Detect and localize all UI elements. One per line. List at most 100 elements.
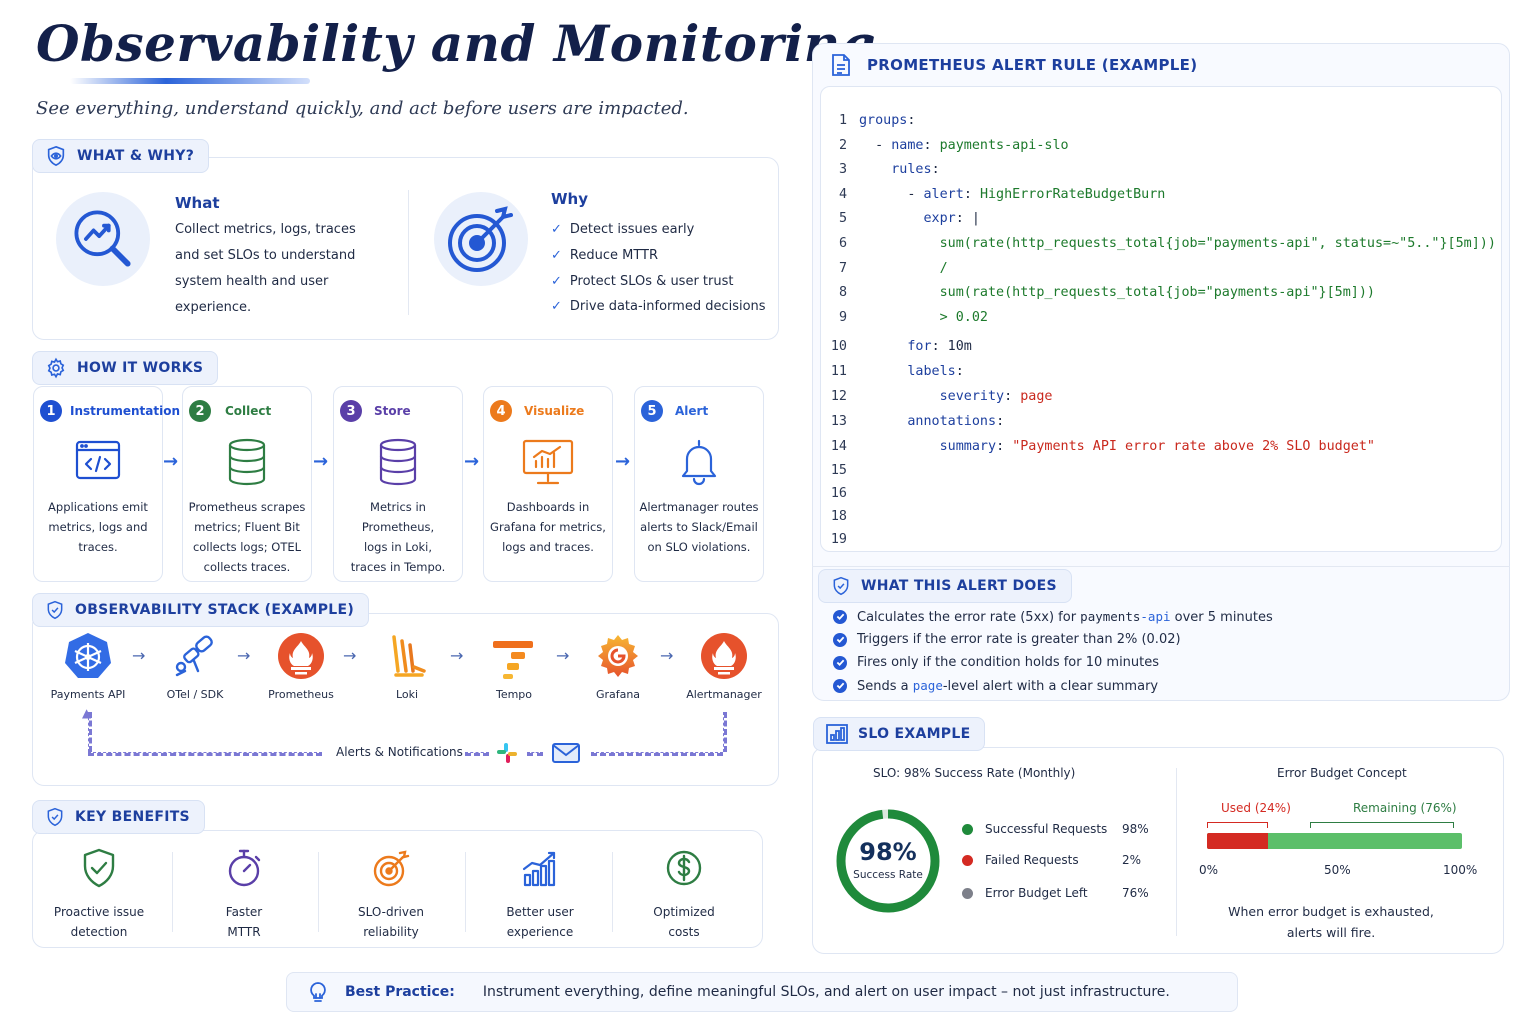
step-line: collects logs; OTEL — [192, 540, 302, 554]
check-circle-icon — [833, 655, 847, 670]
why-item: ✓ Reduce MTTR — [551, 243, 766, 269]
code-token: : — [963, 187, 980, 202]
storage-icon — [334, 437, 462, 487]
alert-does-token: Sends a — [857, 678, 913, 694]
check-circle-icon — [833, 678, 847, 693]
alertmanager-icon — [679, 630, 769, 682]
gauge-arc — [836, 809, 940, 913]
loop-line-left — [88, 712, 92, 752]
step-line: alerts to Slack/Email — [640, 520, 758, 534]
alert-does-token: payments — [1080, 608, 1141, 624]
stack-arrow-icon: → — [660, 646, 674, 665]
database-icon — [183, 437, 311, 487]
prometheus-icon — [256, 630, 346, 682]
bar-growth-icon — [475, 846, 605, 890]
benefit-item: Optimized costs — [619, 846, 749, 942]
code-token — [924, 389, 940, 404]
step-description: Prometheus scrapes metrics; Fluent Bit c… — [187, 497, 307, 577]
benefit-label: Faster MTTR — [179, 902, 309, 942]
code-indent — [859, 389, 924, 404]
benefit-line: MTTR — [227, 925, 261, 939]
what-line: experience. — [175, 300, 252, 315]
check-circle-icon — [833, 632, 847, 647]
benefit-item: Proactive issue detection — [34, 846, 164, 942]
code-token: annotations — [907, 414, 997, 429]
legend-label: Failed Requests — [985, 853, 1079, 867]
loop-arrowhead-icon: ▲ — [82, 706, 92, 720]
shield-check-icon — [833, 576, 849, 596]
code-token: - — [875, 138, 892, 153]
legend-item: Error Budget Left 76% — [962, 886, 1149, 900]
alert-does-divider — [812, 566, 1510, 567]
code-line: 1 groups: — [821, 113, 916, 128]
stack-pill: OBSERVABILITY STACK (EXAMPLE) — [32, 593, 370, 627]
code-indent — [859, 439, 924, 454]
loki-icon — [362, 630, 452, 682]
best-practice-label: Best Practice: — [345, 984, 455, 1000]
line-number: 19 — [830, 532, 847, 547]
step-header: 3 Store — [340, 400, 411, 422]
line-number: 11 — [830, 364, 847, 379]
code-token — [907, 211, 923, 226]
code-line: 10 for: 10m — [821, 339, 972, 354]
line-number: 1 — [838, 113, 847, 128]
code-token: > 0.02 — [923, 310, 988, 325]
benefit-divider — [318, 852, 319, 932]
best-practice-banner: Best Practice: Instrument everything, de… — [286, 972, 1238, 1012]
code-token: groups — [859, 113, 908, 128]
gauge-label: Success Rate — [853, 869, 923, 881]
used-bracket — [1207, 822, 1269, 828]
code-line: 8 sum(rate(http_requests_total{job="paym… — [821, 285, 1375, 300]
code-line: 2 - name: payments-api-slo — [821, 138, 1069, 153]
stack-item-label: OTel / SDK — [166, 688, 224, 701]
code-line: 19 — [821, 532, 859, 547]
alert-does-text: Triggers if the error rate is greater th… — [857, 632, 1181, 647]
legend-value: 76% — [1122, 886, 1149, 900]
analytics-icon-bg — [56, 192, 150, 286]
benefit-line: experience — [506, 925, 574, 939]
benefit-line: reliability — [363, 925, 419, 939]
alert-does-item: Fires only if the condition holds for 10… — [833, 651, 1273, 674]
step-line: Grafana for metrics, — [490, 520, 606, 534]
step-visualize: 4 Visualize Dashboards in Grafana for me… — [483, 386, 613, 582]
stack-item-label: Prometheus — [268, 688, 334, 701]
best-practice-text: Instrument everything, define meaningful… — [482, 984, 1170, 1000]
stack-item-payments-api: Payments API — [43, 630, 133, 701]
code-indent — [859, 236, 924, 251]
benefits-pill: KEY BENEFITS — [32, 800, 205, 834]
dashboard-monitor-icon — [484, 437, 612, 487]
what-line: system health and user — [175, 274, 329, 289]
line-number: 16 — [830, 486, 847, 501]
stack-arrow-icon: → — [237, 646, 251, 665]
line-number: 6 — [838, 236, 847, 251]
stack-pill-label: OBSERVABILITY STACK (EXAMPLE) — [75, 602, 355, 618]
stack-item-alertmanager: Alertmanager — [679, 630, 769, 701]
code-indent — [859, 211, 907, 226]
alert-does-token: over 5 minutes — [1170, 609, 1273, 625]
flow-arrow-icon: → — [464, 451, 480, 472]
stopwatch-icon — [179, 846, 309, 890]
step-line: on SLO violations. — [647, 540, 751, 554]
what-why-pill: WHAT & WHY? — [32, 139, 210, 173]
step-line: Metrics in Prometheus, — [361, 500, 435, 534]
shield-check-icon — [47, 600, 63, 620]
legend-dot — [962, 854, 973, 866]
step-title: Visualize — [524, 404, 585, 418]
code-indent — [859, 138, 875, 153]
code-indent — [859, 310, 924, 325]
check-icon: ✓ — [551, 273, 562, 289]
page-title: Observability and Monitoring — [36, 14, 877, 73]
budget-bar — [1207, 833, 1462, 849]
check-icon: ✓ — [551, 248, 562, 264]
document-icon — [830, 53, 852, 81]
step-store: 3 Store Metrics in Prometheus, logs in L… — [333, 386, 463, 582]
legend-label: Successful Requests — [985, 822, 1108, 836]
benefit-line: costs — [668, 925, 700, 939]
line-number: 13 — [830, 414, 847, 429]
benefit-item: Better user experience — [475, 846, 605, 942]
page-subtitle: See everything, understand quickly, and … — [36, 98, 689, 119]
stack-card — [32, 613, 779, 786]
alert-does-token: -level alert with a clear summary — [942, 678, 1159, 694]
slo-divider — [1176, 768, 1177, 936]
benefit-line: SLO-driven — [358, 905, 424, 919]
